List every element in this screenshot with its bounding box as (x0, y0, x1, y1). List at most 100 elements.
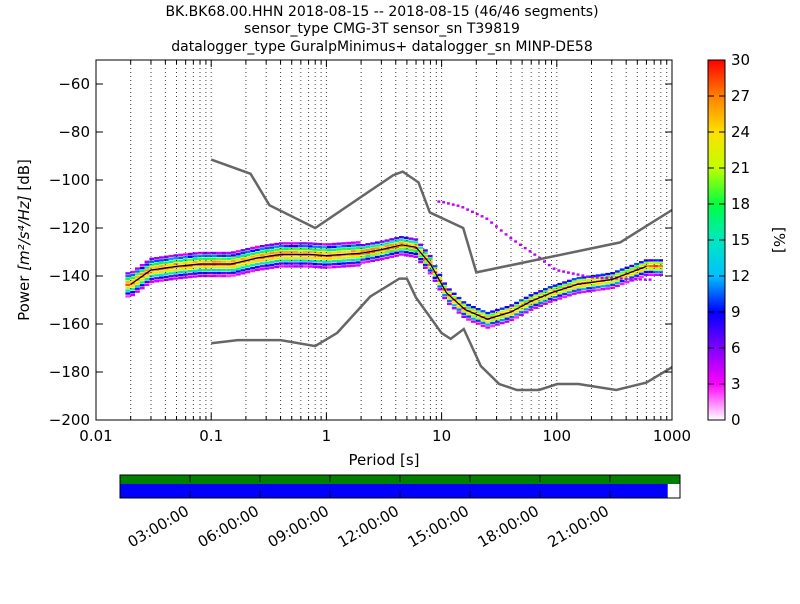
heatmap-cell (173, 257, 179, 260)
heatmap-cell (615, 273, 620, 276)
heatmap-cell (394, 240, 399, 243)
heatmap-cell (451, 307, 457, 310)
heatmap-cell (351, 255, 356, 259)
heatmap-cell (235, 270, 241, 273)
heatmap-cell (207, 251, 212, 255)
heatmap-cell (173, 262, 179, 266)
heatmap-cell (211, 257, 217, 260)
heatmap-cell (634, 265, 639, 269)
heatmap-cell (523, 311, 529, 314)
heatmap-cell (471, 308, 476, 312)
heatmap-cell (298, 245, 303, 248)
heatmap-cell (130, 285, 135, 288)
heatmap-cell (552, 284, 558, 287)
heatmap-cell (197, 257, 203, 260)
heatmap-cell (197, 269, 203, 272)
heatmap-cell (235, 273, 241, 276)
heatmap-cell (250, 249, 255, 253)
mode-line (130, 244, 647, 320)
heatmap-cell (495, 317, 500, 320)
heatmap-cell (269, 243, 275, 246)
y-axis-label-prefix: Power (15, 271, 33, 321)
heatmap-cell (466, 303, 471, 307)
heatmap-cell (658, 265, 663, 268)
heatmap-cell (499, 229, 503, 232)
heatmap-cell (648, 259, 654, 262)
y-axis-ticks: −200 −180 −160 −140 −120 −100 −80 −60 (49, 75, 672, 429)
heatmap-cell (259, 265, 265, 268)
heatmap-cell (159, 276, 164, 279)
heatmap-cell (375, 241, 380, 244)
availability-tick-label: 12:00:00 (335, 502, 402, 551)
heatmap-cell (341, 256, 347, 259)
heatmap-cell (264, 250, 270, 253)
heatmap-cell (403, 239, 409, 242)
x-tick-label: 10 (432, 427, 451, 445)
heatmap-cell (653, 267, 659, 271)
heatmap-cell (168, 269, 174, 272)
heatmap-cell (336, 256, 342, 260)
heatmap-cell (288, 259, 294, 262)
heatmap-cell (370, 259, 375, 262)
y-tick-label: −180 (49, 363, 90, 381)
heatmap-cell (466, 312, 471, 315)
heatmap-cell (399, 253, 404, 256)
chart-title: BK.BK68.00.HHN 2018-08-15 -- 2018-08-15 … (165, 4, 598, 55)
heatmap-cell (159, 279, 164, 282)
heatmap-cell (543, 260, 546, 263)
heatmap-cell (293, 259, 299, 262)
heatmap-cell (413, 244, 419, 247)
heatmap-cell (307, 250, 313, 254)
heatmap-cell (399, 238, 404, 242)
heatmap-cell (149, 280, 155, 284)
heatmap-cell (485, 323, 491, 326)
heatmap-cell (202, 274, 207, 278)
heatmap-cell (183, 270, 188, 273)
heatmap-cell (538, 298, 543, 302)
y-axis-label-suffix: [dB] (15, 159, 33, 195)
heatmap-cell (504, 317, 510, 320)
heatmap-cell (437, 273, 443, 277)
heatmap-cell (629, 273, 635, 276)
heatmap-cell (552, 298, 558, 302)
heatmap-cell (370, 242, 375, 245)
heatmap-cell (480, 318, 486, 322)
heatmap-cell (231, 259, 236, 263)
heatmap-cell (250, 252, 255, 255)
heatmap-cell (163, 270, 169, 273)
heatmap-cell (519, 299, 524, 302)
heatmap-cell (538, 304, 543, 307)
heatmap-cell (293, 262, 299, 265)
heatmap-cell (197, 271, 203, 275)
heatmap-cell (355, 258, 361, 261)
heatmap-cell (125, 295, 131, 298)
heatmap-cell (528, 297, 534, 300)
y-tick-label: −160 (49, 315, 90, 333)
heatmap-cell (235, 267, 241, 270)
heatmap-cell (192, 266, 198, 270)
heatmap-cell (399, 247, 404, 250)
heatmap-cell (245, 271, 251, 274)
heatmap-cell (341, 242, 347, 245)
heatmap-cell (466, 306, 471, 310)
heatmap-cell (514, 304, 519, 308)
heatmap-cell (528, 294, 534, 297)
heatmap-cell (255, 265, 260, 269)
heatmap-cell (519, 302, 524, 305)
heatmap-cell (375, 244, 380, 247)
heatmap-cell (327, 263, 332, 266)
heatmap-cell (331, 245, 337, 249)
heatmap-cell (639, 275, 644, 278)
heatmap-cell (240, 263, 246, 266)
heatmap-cell (615, 278, 620, 282)
heatmap-cell (197, 266, 203, 269)
heatmap-cell (331, 257, 337, 260)
heatmap-cell (389, 244, 395, 247)
heatmap-cell (279, 256, 284, 259)
heatmap-cell (355, 249, 361, 253)
x-tick-label: 0.1 (199, 427, 223, 445)
heatmap-cell (648, 270, 654, 274)
heatmap-cell (427, 257, 433, 261)
heatmap-cell (399, 244, 404, 247)
